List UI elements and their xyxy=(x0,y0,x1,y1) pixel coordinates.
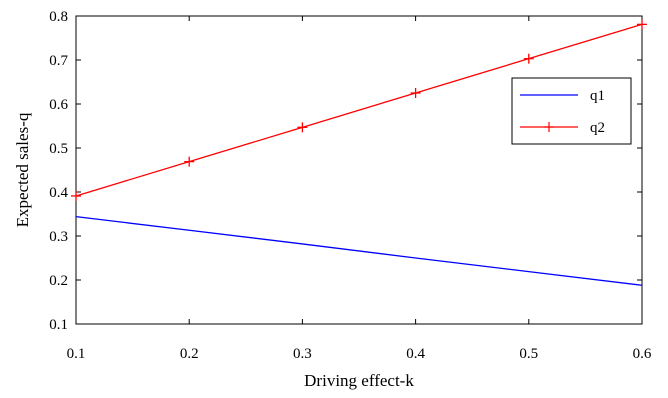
y-tick-label: 0.7 xyxy=(49,53,68,69)
y-tick-label: 0.5 xyxy=(49,141,68,157)
series-layer xyxy=(71,19,647,286)
x-axis-title: Driving effect-k xyxy=(304,371,414,390)
data-point-q2 xyxy=(410,88,421,98)
y-axis: 0.1 0.2 0.3 0.4 0.5 0.6 0.7 0.8 xyxy=(49,9,642,333)
data-point-q2 xyxy=(71,190,81,201)
x-axis: 0.1 0.2 0.3 0.4 0.5 0.6 xyxy=(67,16,652,362)
y-tick-label: 0.3 xyxy=(49,229,68,245)
x-tick-label: 0.1 xyxy=(67,346,86,362)
y-axis-title: Expected sales-q xyxy=(13,112,32,227)
series-line-q2 xyxy=(75,23,643,197)
series-line-q1 xyxy=(75,215,643,286)
y-tick-label: 0.4 xyxy=(49,185,68,201)
y-tick-label: 0.1 xyxy=(49,317,68,333)
y-tick-label: 0.6 xyxy=(49,97,68,113)
data-point-q2 xyxy=(297,122,308,133)
data-point-q2 xyxy=(523,53,534,64)
x-tick-label: 0.4 xyxy=(406,346,425,362)
x-tick-label: 0.5 xyxy=(519,346,538,362)
x-tick-label: 0.6 xyxy=(633,346,652,362)
legend-box xyxy=(511,77,632,145)
x-tick-label: 0.2 xyxy=(180,346,199,362)
legend: q1 q2 xyxy=(511,77,632,145)
data-point-q2 xyxy=(184,156,195,167)
legend-label-q2: q2 xyxy=(590,120,605,136)
legend-label-q1: q1 xyxy=(590,88,605,104)
y-tick-label: 0.2 xyxy=(49,273,68,289)
y-tick-label: 0.8 xyxy=(49,9,68,25)
x-tick-label: 0.3 xyxy=(293,346,312,362)
plot-area xyxy=(75,15,643,325)
data-point-q2 xyxy=(637,19,647,30)
